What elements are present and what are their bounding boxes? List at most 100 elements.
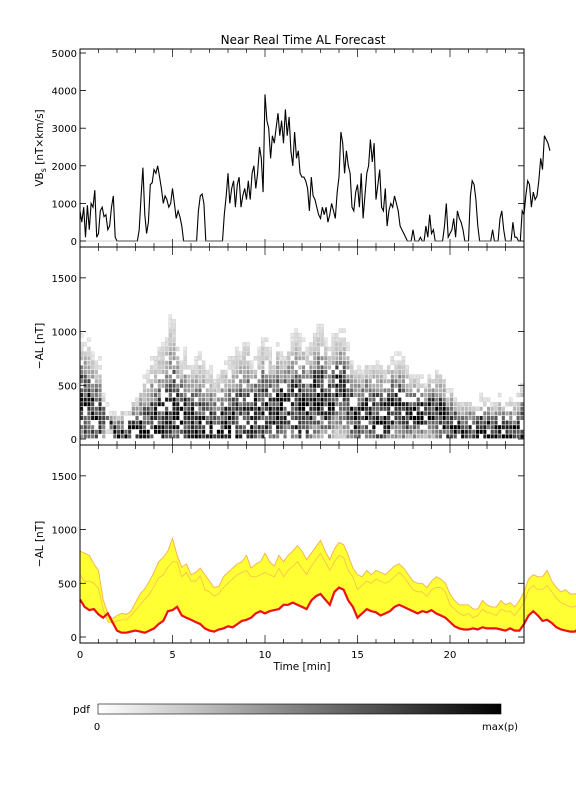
pdf-cell — [435, 374, 439, 379]
pdf-cell — [409, 374, 413, 379]
pdf-cell — [431, 420, 435, 425]
pdf-cell — [87, 374, 91, 379]
pdf-cell — [142, 434, 146, 439]
pdf-cell — [94, 365, 99, 370]
pdf-cell — [228, 383, 232, 388]
pdf-cell — [305, 356, 309, 361]
pdf-cell — [316, 365, 320, 370]
pdf-cell — [253, 356, 258, 361]
pdf-cell — [154, 374, 158, 379]
pdf-cell — [176, 425, 180, 430]
pdf-cell — [305, 369, 309, 375]
pdf-cell — [305, 393, 309, 397]
pdf-cell — [283, 360, 287, 365]
pdf-cell — [201, 360, 206, 365]
pdf-cell — [94, 406, 98, 411]
pdf-cell — [450, 397, 454, 402]
pdf-cell — [242, 379, 246, 384]
pdf-cell — [398, 416, 402, 420]
pdf-cell — [394, 425, 398, 430]
pdf-cell — [172, 406, 176, 411]
outer-envelope-line — [79, 536, 576, 620]
pdf-cell — [139, 397, 143, 402]
pdf-cell — [353, 429, 357, 434]
pdf-cell — [202, 429, 206, 434]
pdf-cell — [253, 374, 257, 379]
pdf-cell — [91, 374, 95, 379]
pdf-cell — [161, 411, 165, 416]
pdf-cell — [172, 328, 176, 333]
pdf-cell — [331, 360, 335, 365]
pdf-cell — [438, 406, 442, 411]
pdf-cell — [98, 420, 102, 425]
pdf-cell — [313, 434, 317, 439]
pdf-cell — [394, 369, 398, 375]
pdf-cell — [261, 379, 265, 384]
pdf-cell — [409, 393, 413, 397]
pdf-cell — [183, 416, 187, 420]
pdf-cell — [294, 416, 298, 420]
pdf-cell — [161, 346, 165, 352]
pdf-cell — [294, 328, 298, 333]
pdf-cell — [316, 333, 321, 338]
pdf-cell — [509, 434, 513, 439]
pdf-cell — [253, 429, 257, 434]
pdf-cell — [461, 411, 465, 416]
pdf-cell — [339, 374, 343, 379]
pdf-cell — [290, 411, 294, 416]
pdf-cell — [202, 411, 206, 416]
pdf-cell — [235, 370, 239, 374]
pdf-cell — [83, 434, 87, 439]
pdf-cell — [290, 333, 295, 338]
pdf-cell — [94, 429, 98, 434]
pdf-cell — [224, 411, 228, 416]
pdf-cell — [194, 360, 198, 365]
al-forecast-bands — [79, 536, 576, 634]
pdf-cell — [398, 374, 402, 379]
pdf-cell — [276, 393, 280, 397]
pdf-cell — [361, 383, 365, 388]
pdf-cell — [224, 406, 228, 411]
pdf-cell — [209, 416, 213, 420]
pdf-cell — [183, 379, 187, 384]
pdf-cell — [272, 379, 276, 384]
pdf-cell — [202, 434, 206, 439]
pdf-cell — [179, 374, 184, 379]
pdf-cell — [154, 416, 158, 420]
pdf-cell — [342, 337, 346, 342]
pdf-cell — [91, 416, 95, 420]
pdf-cell — [80, 411, 84, 416]
pdf-cell — [494, 434, 498, 439]
pdf-cell — [413, 402, 417, 407]
pdf-cell — [387, 397, 391, 402]
pdf-cell — [387, 416, 391, 420]
pdf-cell — [442, 420, 446, 425]
pdf-cell — [146, 397, 150, 402]
pdf-cell — [446, 388, 450, 393]
pdf-cell — [246, 346, 250, 352]
pdf-cell — [442, 379, 446, 384]
pdf-cell — [316, 397, 320, 402]
pdf-cell — [438, 420, 442, 425]
pdf-cell — [420, 434, 424, 439]
pdf-cell — [460, 402, 465, 407]
pdf-cell — [272, 374, 276, 379]
pdf-cell — [453, 429, 457, 434]
pdf-cell — [172, 379, 176, 384]
pdf-cell — [413, 383, 417, 388]
pdf-cell — [283, 365, 287, 370]
pdf-cell — [202, 393, 206, 397]
pdf-cell — [487, 434, 491, 439]
pdf-cell — [420, 429, 424, 434]
pdf-cell — [309, 360, 313, 365]
pdf-cell — [339, 351, 343, 356]
pdf-cell — [416, 383, 420, 388]
pdf-cell — [153, 369, 158, 375]
pdf-cell — [490, 429, 494, 434]
pdf-cell — [146, 416, 150, 420]
pdf-cell — [165, 420, 169, 425]
pdf-cell — [335, 337, 339, 342]
pdf-cell — [202, 383, 206, 388]
pdf-cell — [316, 379, 320, 384]
pdf-cell — [209, 402, 213, 407]
